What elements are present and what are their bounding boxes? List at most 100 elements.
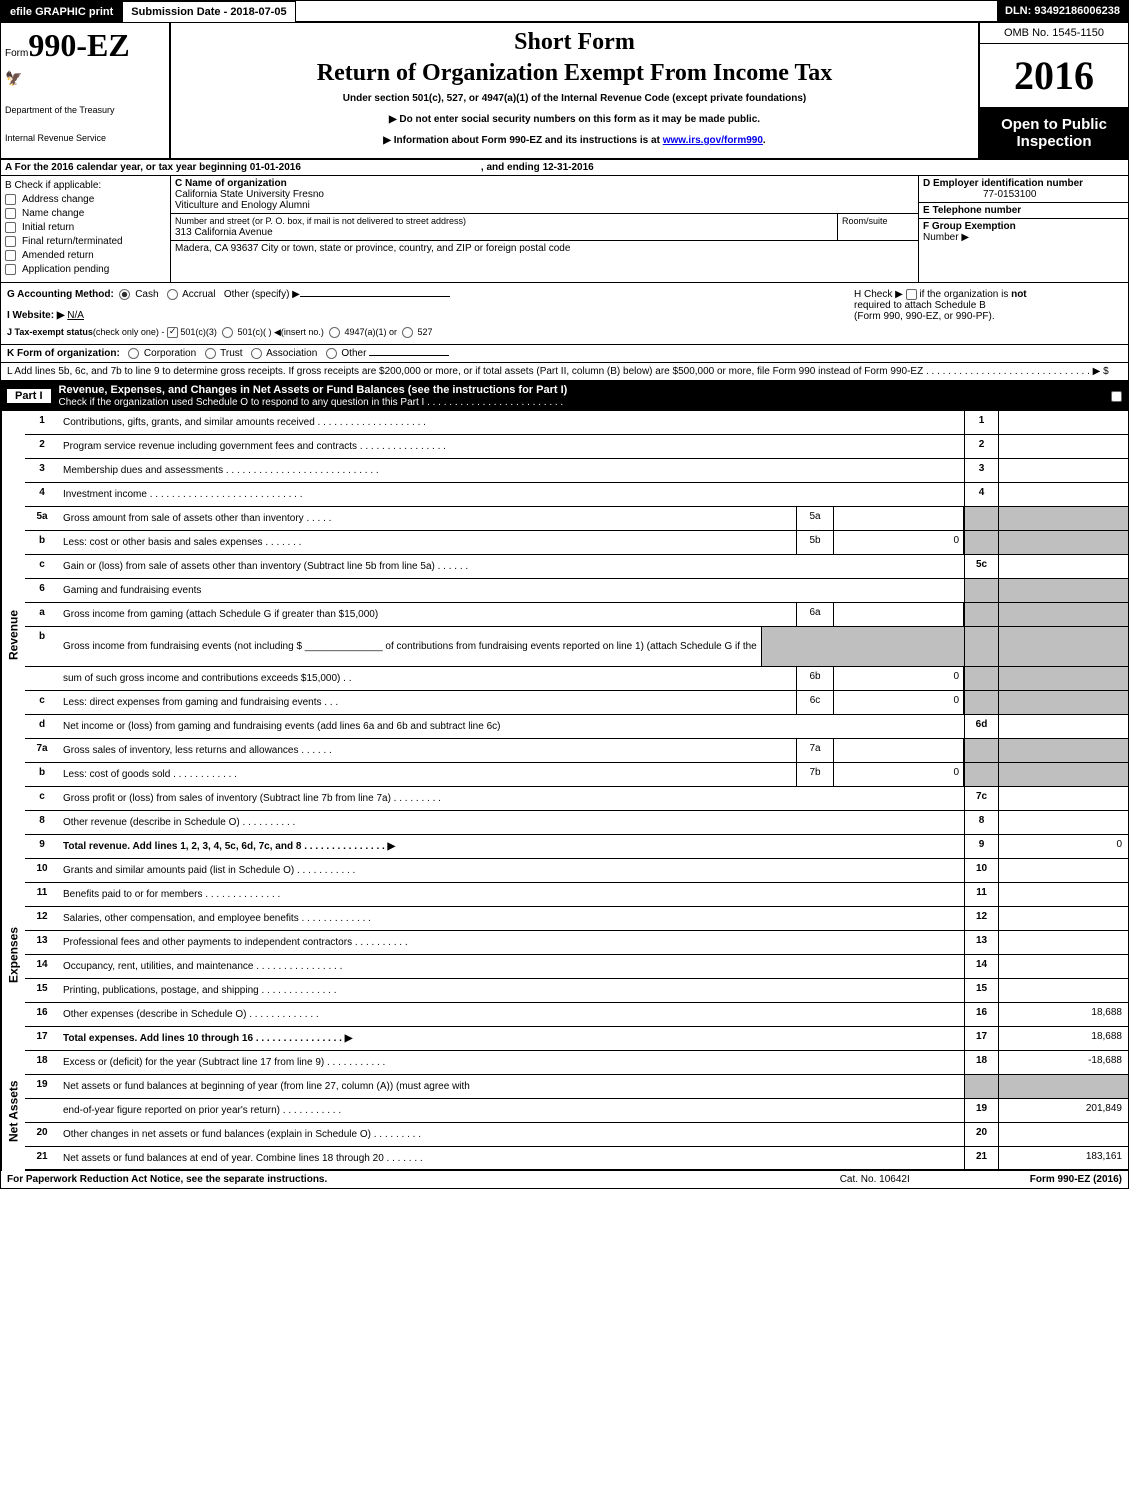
F-cell: F Group Exemption Number ▶	[919, 219, 1128, 282]
footer-right-pre: Form	[1030, 1174, 1058, 1185]
E-label: E Telephone number	[923, 205, 1021, 216]
chk-address-change[interactable]: Address change	[5, 194, 166, 205]
radio-cash[interactable]	[119, 289, 130, 300]
line-5a: 5a Gross amount from sale of assets othe…	[25, 507, 1128, 531]
l14-d: Occupancy, rent, utilities, and maintena…	[59, 955, 964, 978]
line-9: 9 Total revenue. Add lines 1, 2, 3, 4, 5…	[25, 835, 1128, 859]
open-line2: Inspection	[984, 133, 1124, 150]
l6c-mv: 0	[834, 691, 964, 714]
l17-d: Total expenses. Add lines 10 through 16 …	[59, 1027, 964, 1050]
C-city-cell: Madera, CA 93637 City or town, state or …	[171, 241, 918, 282]
dln-label: DLN: 93492186006238	[997, 1, 1128, 23]
chk-part1-scheduleO[interactable]	[1111, 391, 1122, 402]
radio-4947[interactable]	[329, 327, 340, 338]
G-cash: Cash	[135, 289, 158, 300]
l7b-rv	[998, 763, 1128, 786]
chk-501c3[interactable]	[167, 327, 178, 338]
footer-right-form: 990-EZ	[1058, 1174, 1091, 1185]
l21-d: Net assets or fund balances at end of ye…	[59, 1147, 964, 1169]
expenses-section: Expenses 10 Grants and similar amounts p…	[1, 859, 1128, 1051]
A-mid: , and ending	[481, 162, 543, 173]
revenue-side-label: Revenue	[1, 411, 25, 859]
chk-amended-return[interactable]: Amended return	[5, 250, 166, 261]
H-1a: H Check ▶	[854, 289, 906, 300]
l5a-n: 5a	[25, 507, 59, 530]
l5b-d: Less: cost or other basis and sales expe…	[59, 531, 796, 554]
l6-n: 6	[25, 579, 59, 602]
line-14: 14 Occupancy, rent, utilities, and maint…	[25, 955, 1128, 979]
K-other-line[interactable]	[369, 355, 449, 356]
room-suite: Room/suite	[838, 214, 918, 240]
E-cell: E Telephone number	[919, 203, 1128, 219]
C-label: C Name of organization	[175, 178, 287, 189]
expenses-body: 10 Grants and similar amounts paid (list…	[25, 859, 1128, 1051]
l6-rn	[964, 579, 998, 602]
G-other-line[interactable]	[300, 296, 450, 297]
line-7b: b Less: cost of goods sold . . . . . . .…	[25, 763, 1128, 787]
line-12: 12 Salaries, other compensation, and emp…	[25, 907, 1128, 931]
l6a-mn: 6a	[796, 603, 834, 626]
top-spacer	[296, 1, 997, 23]
irs-link[interactable]: www.irs.gov/form990	[663, 135, 763, 146]
l6b-rv	[998, 627, 1128, 666]
irs-eagle-icon: 🦅	[5, 70, 165, 87]
top-bar: efile GRAPHIC print Submission Date - 20…	[1, 1, 1128, 23]
radio-corp[interactable]	[128, 348, 139, 359]
netassets-side-label: Net Assets	[1, 1051, 25, 1171]
chk-name-change[interactable]: Name change	[5, 208, 166, 219]
l14-rv	[998, 955, 1128, 978]
l7c-d: Gross profit or (loss) from sales of inv…	[59, 787, 964, 810]
l7a-rn	[964, 739, 998, 762]
city-line: Madera, CA 93637 City or town, state or …	[175, 243, 570, 254]
efile-print-button[interactable]: efile GRAPHIC print	[1, 1, 122, 23]
radio-501c[interactable]	[222, 327, 233, 338]
H-2: required to attach Schedule B	[854, 300, 986, 311]
l19-rv	[998, 1075, 1128, 1098]
l2-n: 2	[25, 435, 59, 458]
radio-527[interactable]	[402, 327, 413, 338]
radio-assoc[interactable]	[251, 348, 262, 359]
l3-n: 3	[25, 459, 59, 482]
chk-initial-return[interactable]: Initial return	[5, 222, 166, 233]
l11-n: 11	[25, 883, 59, 906]
l13-rn: 13	[964, 931, 998, 954]
org-name-2: Viticulture and Enology Alumni	[175, 200, 310, 211]
K-3: Other	[341, 348, 366, 359]
opt-0: Address change	[22, 194, 94, 205]
part1-sub: Check if the organization used Schedule …	[59, 397, 564, 408]
radio-other[interactable]	[326, 348, 337, 359]
line-1: 1 Contributions, gifts, grants, and simi…	[25, 411, 1128, 435]
chk-application-pending[interactable]: Application pending	[5, 264, 166, 275]
line-4: 4 Investment income . . . . . . . . . . …	[25, 483, 1128, 507]
l7b-mv: 0	[834, 763, 964, 786]
C-name-cell: C Name of organization California State …	[171, 176, 918, 214]
l6a-rn	[964, 603, 998, 626]
chk-H[interactable]	[906, 289, 917, 300]
H-3: (Form 990, 990-EZ, or 990-PF).	[854, 311, 995, 322]
radio-trust[interactable]	[205, 348, 216, 359]
line-11: 11 Benefits paid to or for members . . .…	[25, 883, 1128, 907]
revenue-body: 1 Contributions, gifts, grants, and simi…	[25, 411, 1128, 859]
l13-d: Professional fees and other payments to …	[59, 931, 964, 954]
info-post: .	[763, 135, 766, 146]
l8-d: Other revenue (describe in Schedule O) .…	[59, 811, 964, 834]
l17-rv: 18,688	[998, 1027, 1128, 1050]
return-title: Return of Organization Exempt From Incom…	[179, 60, 970, 87]
opt-2: Initial return	[22, 222, 74, 233]
l14-n: 14	[25, 955, 59, 978]
addr-label: Number and street (or P. O. box, if mail…	[175, 216, 466, 226]
l20-n: 20	[25, 1123, 59, 1146]
l9-rv: 0	[998, 835, 1128, 858]
l1-rn: 1	[964, 411, 998, 434]
radio-accrual[interactable]	[167, 289, 178, 300]
line-19b: end-of-year figure reported on prior yea…	[25, 1099, 1128, 1123]
D-val: 77-0153100	[983, 189, 1036, 200]
line-19: 19 Net assets or fund balances at beginn…	[25, 1075, 1128, 1099]
l15-n: 15	[25, 979, 59, 1002]
G-accrual: Accrual	[182, 289, 215, 300]
l4-n: 4	[25, 483, 59, 506]
D-label: D Employer identification number	[923, 178, 1083, 189]
chk-final-return[interactable]: Final return/terminated	[5, 236, 166, 247]
l5c-rn: 5c	[964, 555, 998, 578]
part1-label: Part I	[7, 389, 51, 403]
